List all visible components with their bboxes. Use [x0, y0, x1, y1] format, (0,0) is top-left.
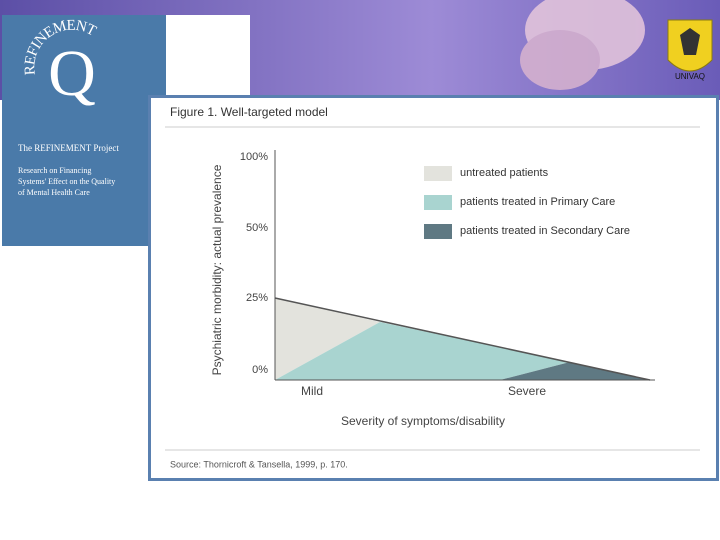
legend: untreated patients patients treated in Pr… [424, 166, 630, 239]
figure-source: Source: Thornicroft & Tansella, 1999, p.… [170, 459, 348, 469]
prevalence-line [274, 297, 651, 381]
white-block [166, 15, 250, 97]
project-logo: REFINEMENT Q [23, 18, 99, 110]
diagram [274, 150, 655, 381]
legend-label: untreated patients [460, 167, 549, 179]
legend-swatch [424, 195, 452, 210]
legend-swatch [424, 166, 452, 181]
x-tick-label: Mild [301, 384, 323, 398]
panel-line: Research on Financing [18, 166, 91, 175]
panel-title: The REFINEMENT Project [18, 143, 119, 153]
legend-swatch [424, 224, 452, 239]
legend-label: patients treated in Secondary Care [460, 225, 630, 237]
y-tick-label: 0% [252, 364, 268, 376]
x-axis-label: Severity of symptoms/disability [341, 414, 505, 428]
primary-care-area [275, 322, 570, 380]
panel-line: of Mental Health Care [18, 188, 90, 197]
untreated-area [275, 298, 380, 380]
x-tick-label: Severe [508, 384, 546, 398]
logo-letter: Q [48, 37, 96, 110]
y-axis-label: Psychiatric morbidity: actual prevalence [210, 164, 224, 375]
secondary-care-area [500, 362, 650, 380]
y-tick-label: 100% [240, 151, 268, 163]
university-label: UNIVAQ [675, 72, 705, 81]
project-panel [2, 15, 166, 246]
university-logo: UNIVAQ [667, 19, 713, 81]
figure-frame [148, 95, 719, 481]
y-tick-label: 50% [246, 222, 268, 234]
panel-line: Systems' Effect on the Quality [18, 177, 115, 186]
figure-title: Figure 1. Well-targeted model [170, 105, 328, 119]
brain-image [520, 0, 645, 90]
y-tick-label: 25% [246, 292, 268, 304]
legend-label: patients treated in Primary Care [460, 196, 615, 208]
